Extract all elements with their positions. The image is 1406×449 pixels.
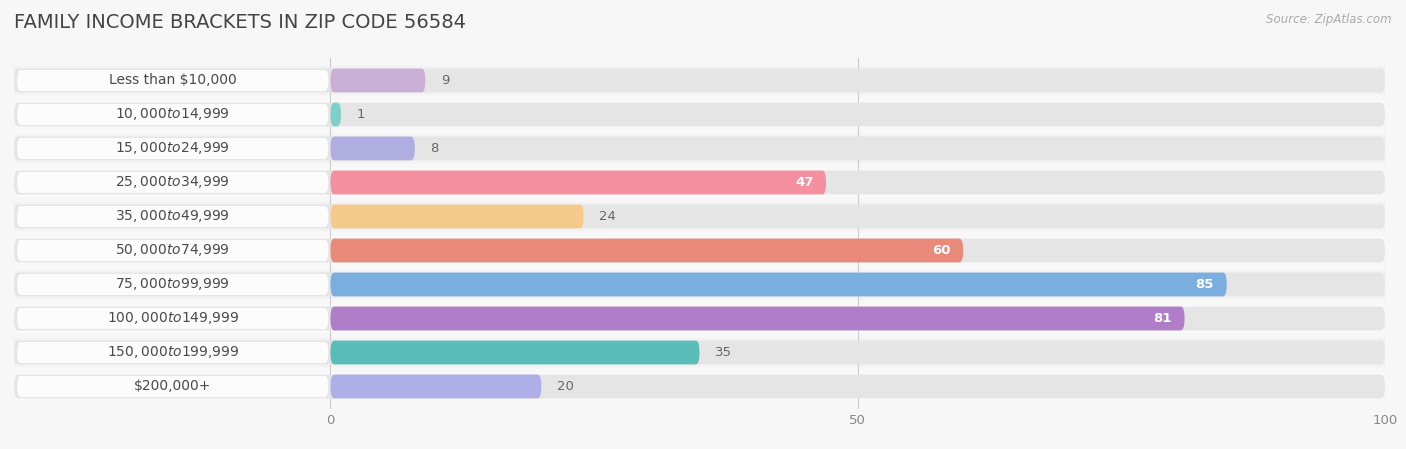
FancyBboxPatch shape — [330, 238, 963, 262]
FancyBboxPatch shape — [330, 205, 583, 229]
FancyBboxPatch shape — [17, 274, 329, 295]
Text: $25,000 to $34,999: $25,000 to $34,999 — [115, 175, 231, 190]
FancyBboxPatch shape — [14, 171, 1385, 194]
FancyBboxPatch shape — [17, 376, 329, 397]
Text: $200,000+: $200,000+ — [134, 379, 211, 393]
FancyBboxPatch shape — [14, 236, 1385, 265]
FancyBboxPatch shape — [14, 273, 1385, 296]
Text: $75,000 to $99,999: $75,000 to $99,999 — [115, 277, 231, 292]
FancyBboxPatch shape — [17, 342, 329, 363]
FancyBboxPatch shape — [330, 374, 541, 398]
Text: 1: 1 — [357, 108, 366, 121]
FancyBboxPatch shape — [330, 136, 415, 160]
FancyBboxPatch shape — [14, 238, 1385, 262]
Text: 47: 47 — [794, 176, 814, 189]
FancyBboxPatch shape — [14, 270, 1385, 299]
FancyBboxPatch shape — [330, 273, 1227, 296]
FancyBboxPatch shape — [14, 69, 1385, 92]
Text: 81: 81 — [1153, 312, 1173, 325]
FancyBboxPatch shape — [14, 134, 1385, 163]
FancyBboxPatch shape — [14, 66, 1385, 95]
FancyBboxPatch shape — [330, 69, 426, 92]
FancyBboxPatch shape — [17, 240, 329, 261]
Text: $10,000 to $14,999: $10,000 to $14,999 — [115, 106, 231, 123]
Text: $35,000 to $49,999: $35,000 to $49,999 — [115, 208, 231, 224]
FancyBboxPatch shape — [14, 202, 1385, 231]
Text: $15,000 to $24,999: $15,000 to $24,999 — [115, 141, 231, 156]
Text: 9: 9 — [441, 74, 450, 87]
Text: 20: 20 — [557, 380, 574, 393]
FancyBboxPatch shape — [17, 138, 329, 159]
Text: $150,000 to $199,999: $150,000 to $199,999 — [107, 344, 239, 361]
Text: 8: 8 — [430, 142, 439, 155]
FancyBboxPatch shape — [14, 338, 1385, 367]
FancyBboxPatch shape — [14, 168, 1385, 197]
Text: Source: ZipAtlas.com: Source: ZipAtlas.com — [1267, 13, 1392, 26]
Text: $50,000 to $74,999: $50,000 to $74,999 — [115, 242, 231, 259]
Text: 60: 60 — [932, 244, 950, 257]
FancyBboxPatch shape — [14, 341, 1385, 365]
FancyBboxPatch shape — [17, 172, 329, 193]
FancyBboxPatch shape — [17, 70, 329, 91]
FancyBboxPatch shape — [17, 206, 329, 227]
FancyBboxPatch shape — [330, 102, 342, 126]
FancyBboxPatch shape — [330, 171, 827, 194]
Text: FAMILY INCOME BRACKETS IN ZIP CODE 56584: FAMILY INCOME BRACKETS IN ZIP CODE 56584 — [14, 13, 465, 32]
FancyBboxPatch shape — [14, 100, 1385, 129]
FancyBboxPatch shape — [330, 341, 700, 365]
FancyBboxPatch shape — [17, 308, 329, 329]
FancyBboxPatch shape — [14, 372, 1385, 401]
Text: 24: 24 — [599, 210, 616, 223]
Text: 35: 35 — [716, 346, 733, 359]
Text: $100,000 to $149,999: $100,000 to $149,999 — [107, 311, 239, 326]
FancyBboxPatch shape — [330, 307, 1185, 330]
Text: Less than $10,000: Less than $10,000 — [108, 74, 236, 88]
FancyBboxPatch shape — [14, 136, 1385, 160]
FancyBboxPatch shape — [14, 374, 1385, 398]
FancyBboxPatch shape — [17, 104, 329, 125]
FancyBboxPatch shape — [14, 307, 1385, 330]
FancyBboxPatch shape — [14, 205, 1385, 229]
FancyBboxPatch shape — [14, 102, 1385, 126]
Text: 85: 85 — [1195, 278, 1215, 291]
FancyBboxPatch shape — [14, 304, 1385, 333]
